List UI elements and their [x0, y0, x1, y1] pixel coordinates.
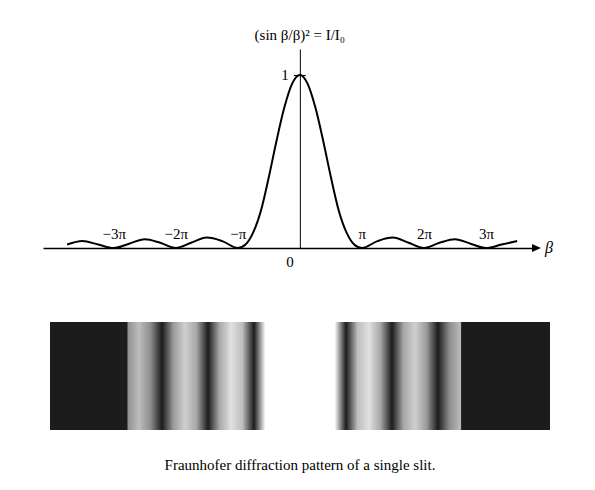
y-tick-label: 1	[281, 67, 289, 83]
x-tick: −3π	[102, 226, 126, 248]
y-tick: 0	[286, 249, 306, 271]
x-tick: 3π	[479, 226, 495, 248]
y-axis-title: (sin β/β)² = I/I₀	[255, 27, 346, 44]
x-tick-label: −π	[230, 226, 246, 242]
x-tick: π	[359, 226, 367, 248]
y-tick-label: 0	[286, 254, 294, 270]
x-axis-title: β	[544, 239, 553, 257]
axis-arrow	[532, 244, 541, 252]
intensity-curve	[67, 75, 517, 248]
x-tick-label: −2π	[165, 226, 189, 242]
x-axis: −3π −2π −π π 2π 3π	[44, 226, 534, 249]
y-axis-line	[300, 50, 301, 249]
x-tick-label: 2π	[417, 226, 433, 242]
figure: −3π −2π −π π 2π 3π β 0 1 (sin β/β)² = I/I₀ Fraunho…	[0, 0, 595, 490]
diffraction-photo	[127, 322, 461, 430]
x-tick-label: 3π	[479, 226, 495, 242]
x-tick: 2π	[417, 226, 433, 248]
plot-area	[67, 75, 517, 248]
x-tick-label: π	[359, 226, 367, 242]
caption: Fraunhofer diffraction pattern of a sing…	[165, 457, 436, 473]
photo-background	[50, 322, 550, 430]
y-tick-mark	[294, 248, 306, 249]
x-tick-label: −3π	[102, 226, 126, 242]
